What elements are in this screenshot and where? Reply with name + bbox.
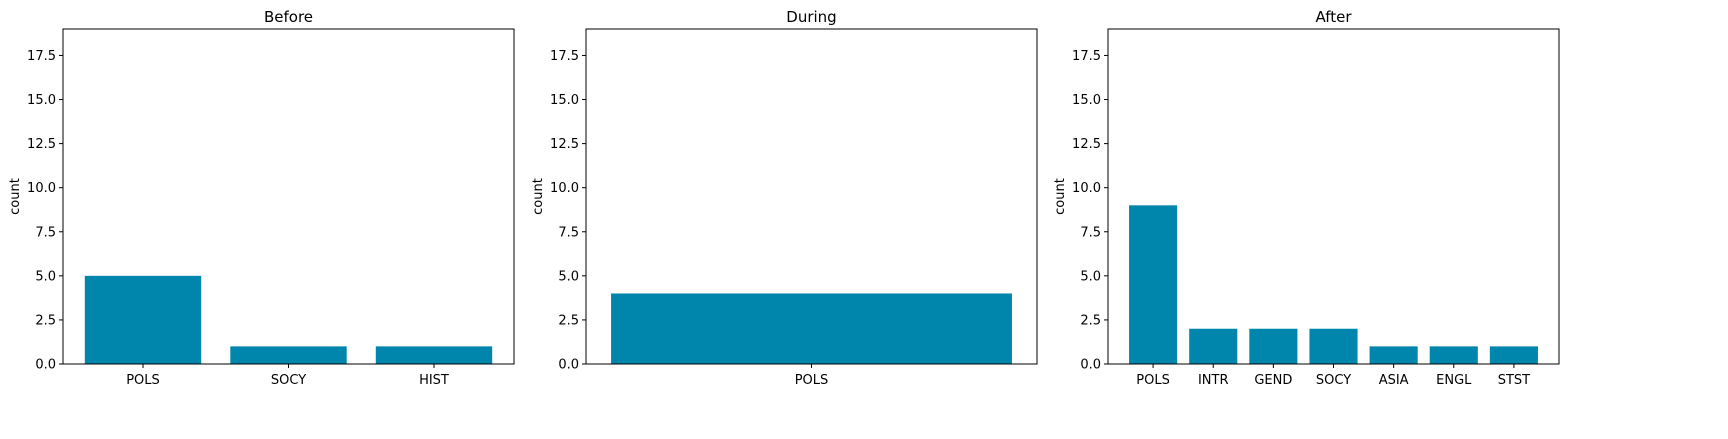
y-tick-label: 17.5 xyxy=(1072,49,1101,64)
x-tick-label: ASIA xyxy=(1379,373,1409,388)
y-tick-label: 5.0 xyxy=(558,269,579,284)
subplot-after: After count 0.0 2.5 5.0 7.5 10.0 12.5 15.0 17.5… xyxy=(1053,8,1560,388)
y-tick-label: 17.5 xyxy=(550,49,579,64)
x-tick-label: STST xyxy=(1498,373,1530,388)
x-tick-label: POLS xyxy=(1136,373,1170,388)
subplot-title: During xyxy=(786,8,836,26)
x-tick-label: GEND xyxy=(1254,373,1292,388)
x-tick-label: POLS xyxy=(795,373,829,388)
bar-gend xyxy=(1249,328,1298,364)
y-tick-label: 0.0 xyxy=(558,358,579,373)
bar-socy xyxy=(1309,328,1358,364)
bar-intr xyxy=(1189,328,1238,364)
bar-hist xyxy=(375,346,493,364)
y-tick-label: 12.5 xyxy=(550,137,579,152)
y-tick-label: 15.0 xyxy=(550,93,579,108)
x-tick-label: ENGL xyxy=(1436,373,1472,388)
y-tick-label: 10.0 xyxy=(27,181,56,196)
bar-engl xyxy=(1429,346,1478,364)
y-tick-label: 15.0 xyxy=(27,93,56,108)
x-tick-label: HIST xyxy=(419,373,449,388)
y-tick-label: 15.0 xyxy=(1072,93,1101,108)
bar-stst xyxy=(1489,346,1538,364)
y-tick-label: 12.5 xyxy=(1072,137,1101,152)
x-tick-label: SOCY xyxy=(1316,373,1351,388)
y-tick-label: 10.0 xyxy=(550,181,579,196)
y-axis-label: count xyxy=(1053,178,1068,215)
subplot-before: Before count 0.0 2.5 5.0 7.5 10.0 12.5 15.0 17.… xyxy=(8,8,515,388)
y-tick-label: 2.5 xyxy=(35,313,56,328)
y-axis-label: count xyxy=(531,178,546,215)
y-tick-label: 7.5 xyxy=(35,225,56,240)
y-tick-label: 0.0 xyxy=(1080,358,1101,373)
x-tick-label: INTR xyxy=(1198,373,1229,388)
y-tick-label: 2.5 xyxy=(1080,313,1101,328)
x-tick-label: SOCY xyxy=(271,373,306,388)
y-tick-label: 5.0 xyxy=(1080,269,1101,284)
subplot-title: Before xyxy=(264,8,313,26)
x-tick-label: POLS xyxy=(126,373,160,388)
y-tick-label: 17.5 xyxy=(27,49,56,64)
y-tick-label: 2.5 xyxy=(558,313,579,328)
bar-pols xyxy=(1129,205,1178,364)
subplot-during: During count 0.0 2.5 5.0 7.5 10.0 12.5 15.0 17.… xyxy=(531,8,1038,388)
y-tick-label: 7.5 xyxy=(558,225,579,240)
bar-pols xyxy=(84,275,202,364)
y-tick-label: 5.0 xyxy=(35,269,56,284)
bar-pols xyxy=(611,293,1012,364)
bar-asia xyxy=(1369,346,1418,364)
bar-socy xyxy=(230,346,347,364)
y-tick-label: 10.0 xyxy=(1072,181,1101,196)
y-tick-label: 0.0 xyxy=(35,358,56,373)
subplot-title: After xyxy=(1315,8,1352,26)
y-tick-label: 12.5 xyxy=(27,137,56,152)
y-tick-label: 7.5 xyxy=(1080,225,1101,240)
y-axis-label: count xyxy=(8,178,23,215)
